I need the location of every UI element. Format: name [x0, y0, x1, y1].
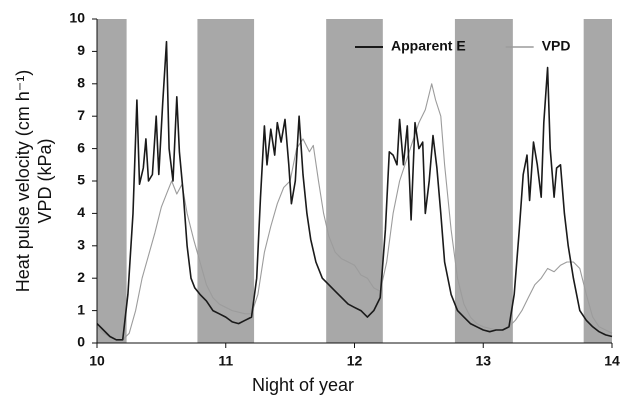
x-tick-label: 14 — [604, 353, 620, 369]
y-tick-label: 6 — [77, 139, 85, 155]
y-tick-label: 0 — [77, 334, 85, 350]
y-tick-label: 5 — [77, 172, 85, 188]
y-tick-label: 8 — [77, 75, 85, 91]
y-tick-label: 10 — [69, 10, 85, 26]
night-band — [97, 19, 127, 343]
series-line — [96, 40, 613, 341]
night-shading — [97, 19, 612, 343]
night-band — [454, 19, 513, 343]
y-axis-title: VPD (kPa) — [35, 138, 55, 223]
y-axis-title: Heat pulse velocity (cm h⁻¹) — [13, 70, 33, 293]
legend-label: Apparent E — [391, 38, 466, 54]
x-tick-label: 10 — [89, 353, 105, 369]
x-tick-label: 11 — [218, 353, 233, 369]
night-band — [197, 19, 255, 343]
y-tick-label: 4 — [77, 204, 85, 220]
night-band — [326, 19, 383, 343]
plot-area — [96, 40, 613, 341]
y-tick-label: 7 — [77, 107, 85, 123]
y-tick-label: 2 — [77, 269, 85, 285]
legend-label: VPD — [542, 38, 571, 54]
y-tick-label: 9 — [77, 42, 85, 58]
y-tick-label: 3 — [77, 237, 85, 253]
y-tick-label: 1 — [77, 301, 85, 317]
night-band — [583, 19, 612, 343]
series-line — [96, 83, 613, 341]
x-tick-label: 12 — [347, 353, 363, 369]
x-tick-label: 13 — [475, 353, 491, 369]
x-axis-title: Night of year — [252, 375, 354, 395]
